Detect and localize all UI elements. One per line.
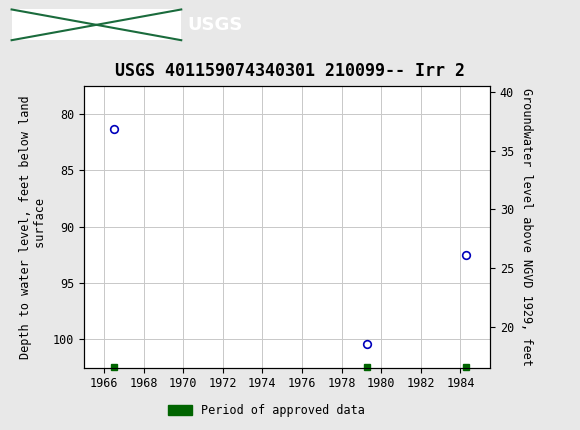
FancyBboxPatch shape — [12, 9, 182, 40]
Y-axis label: Depth to water level, feet below land
 surface: Depth to water level, feet below land su… — [20, 95, 48, 359]
Text: USGS 401159074340301 210099-- Irr 2: USGS 401159074340301 210099-- Irr 2 — [115, 62, 465, 80]
Text: USGS: USGS — [187, 16, 242, 34]
Y-axis label: Groundwater level above NGVD 1929, feet: Groundwater level above NGVD 1929, feet — [520, 88, 532, 366]
Legend: Period of approved data: Period of approved data — [164, 399, 370, 422]
